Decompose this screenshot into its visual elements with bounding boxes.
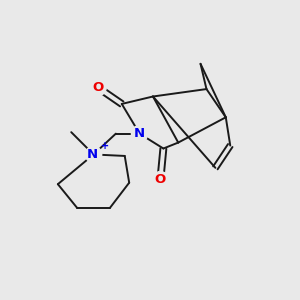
Text: N: N — [86, 148, 98, 161]
Text: +: + — [101, 141, 109, 151]
Ellipse shape — [152, 172, 169, 188]
Text: O: O — [155, 173, 166, 186]
Ellipse shape — [85, 146, 102, 163]
Ellipse shape — [131, 125, 148, 142]
Ellipse shape — [90, 80, 106, 96]
Text: N: N — [134, 127, 145, 140]
Text: O: O — [92, 81, 104, 94]
